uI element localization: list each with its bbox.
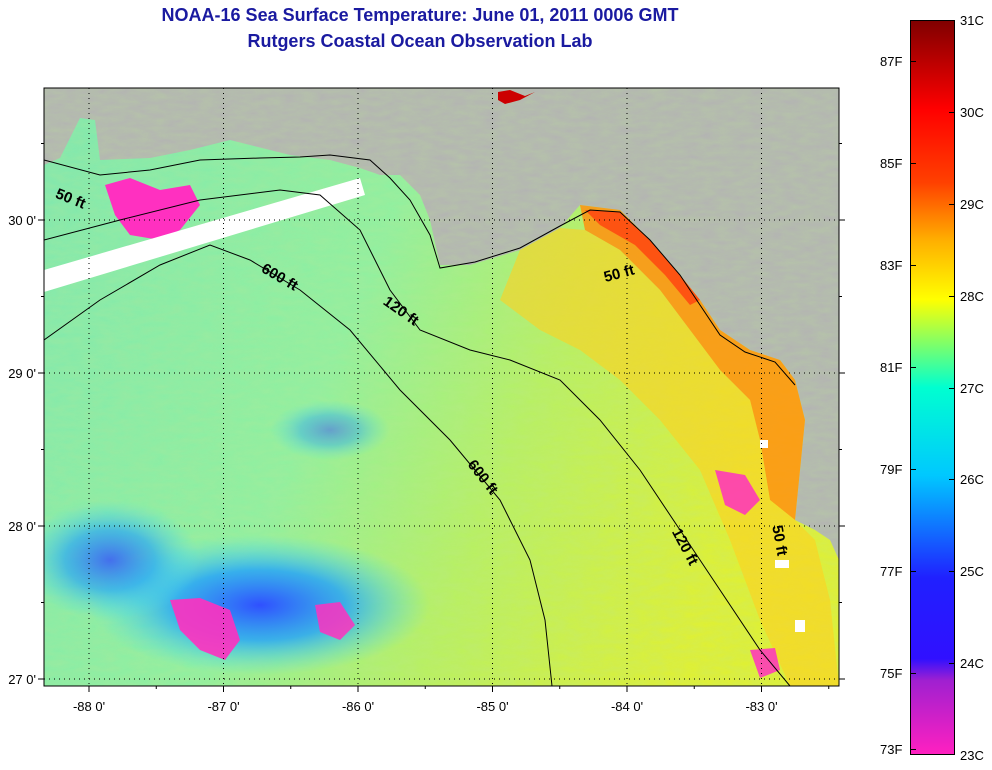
colorbar-c-tick [949, 387, 955, 389]
cold-patch [715, 470, 760, 515]
colorbar-f-label: 83F [880, 258, 903, 273]
cold-patch [105, 178, 200, 240]
colorbar-f-tick [910, 673, 916, 675]
colorbar-f-tick [910, 265, 916, 266]
colorbar-f-label: 77F [880, 564, 903, 580]
graticule [38, 88, 845, 692]
colorbar-f-tick [910, 469, 916, 471]
lat-label: 29 0' [8, 366, 36, 381]
colorbar-c-tick [949, 111, 955, 113]
colorbar-f-label: 87F [880, 53, 903, 69]
colorbar-c-tick [949, 20, 955, 21]
temperature-colorbar [910, 20, 955, 755]
colorbar-c-label: 27C [960, 380, 984, 396]
coastline-contour [44, 154, 796, 386]
cloud-speck [760, 440, 768, 448]
colorbar-f-label: 81F [880, 360, 903, 376]
map-frame [43, 87, 840, 687]
colorbar-f-tick [910, 367, 916, 369]
colorbar-c-label: 30C [960, 104, 984, 120]
colorbar-c-label: 26C [960, 472, 984, 488]
cold-patch [170, 598, 240, 660]
warm-water-band [580, 205, 805, 520]
colorbar-f-label: 73F [880, 742, 903, 757]
map-subtitle: Rutgers Coastal Ocean Observation Lab [247, 31, 593, 51]
inland-water-hotspot [498, 90, 535, 104]
depth-contour-600ft [44, 244, 553, 686]
hot-water-band [585, 210, 700, 305]
cold-patch [315, 602, 355, 640]
colorbar-c-tick [949, 663, 955, 665]
depth-contour-120ft [44, 189, 791, 686]
colorbar-c-label: 31C [960, 13, 984, 28]
colorbar-f-label: 79F [880, 462, 903, 478]
lon-label: -87 0' [207, 699, 239, 714]
colorbar-f-label: 85F [880, 155, 903, 171]
colorbar-f-tick [910, 571, 916, 573]
lat-label: 27 0' [8, 672, 36, 687]
lon-label: -86 0' [342, 699, 374, 714]
map-title: NOAA-16 Sea Surface Temperature: June 01… [161, 5, 679, 25]
lon-label: -84 0' [611, 699, 643, 714]
colorbar-f-tick [910, 60, 916, 62]
axis-labels: 30 0' 29 0' 28 0' 27 0' -88 0' -87 0' -86 0' -8… [8, 213, 777, 714]
depth-contour-label: 50 ft [768, 524, 790, 557]
colorbar-c-label: 24C [960, 656, 984, 672]
colorbar-c-tick [949, 754, 955, 755]
cool-water-patch [44, 500, 200, 620]
colorbar-c-label: 25C [960, 564, 984, 580]
lon-label: -83 0' [745, 699, 777, 714]
colorbar-c-tick [949, 203, 955, 205]
lat-label: 28 0' [8, 519, 36, 534]
colorbar-f-tick [910, 162, 916, 164]
colorbar-c-label: 23C [960, 748, 984, 763]
colorbar-f-label: 75F [880, 666, 903, 682]
lon-label: -88 0' [73, 699, 105, 714]
cool-water-patch [270, 400, 390, 460]
cold-patch [750, 648, 780, 678]
swath-gap-stripe [44, 178, 365, 292]
colorbar-c-label: 28C [960, 288, 984, 304]
lon-label: -85 0' [476, 699, 508, 714]
colorbar-c-tick [949, 571, 955, 573]
cloud-speck [795, 620, 805, 632]
colorbar-c-tick [949, 295, 955, 297]
cloud-speck [775, 560, 789, 568]
lat-label: 30 0' [8, 213, 36, 228]
colorbar-c-tick [949, 479, 955, 481]
colorbar-f-tick [910, 749, 916, 750]
warm-water-band [500, 228, 839, 686]
colorbar-c-label: 29C [960, 196, 984, 212]
